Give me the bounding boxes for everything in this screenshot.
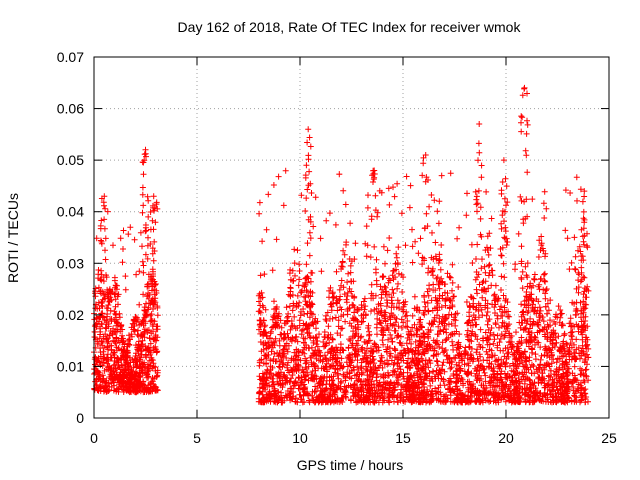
data-points bbox=[91, 84, 592, 406]
y-axis-label: ROTI / TECUs bbox=[5, 193, 21, 283]
y-tick-label: 0.04 bbox=[57, 204, 84, 220]
y-tick-label: 0.03 bbox=[57, 255, 84, 271]
x-tick-labels: 0 5 10 15 20 25 bbox=[90, 430, 617, 446]
x-tick-label: 25 bbox=[601, 430, 617, 446]
x-tick-label: 10 bbox=[292, 430, 308, 446]
x-tick-label: 20 bbox=[498, 430, 514, 446]
x-tick-label: 0 bbox=[90, 430, 98, 446]
roti-point-markers bbox=[91, 84, 592, 406]
axis-ticks bbox=[93, 56, 610, 419]
y-tick-label: 0 bbox=[76, 410, 84, 426]
y-tick-label: 0.06 bbox=[57, 101, 84, 117]
y-tick-labels: 0 0.01 0.02 0.03 0.04 0.05 0.06 0.07 bbox=[57, 49, 84, 426]
y-tick-label: 0.01 bbox=[57, 358, 84, 374]
plot-frame bbox=[93, 56, 610, 419]
x-tick-label: 5 bbox=[193, 430, 201, 446]
chart-title: Day 162 of 2018, Rate Of TEC Index for r… bbox=[178, 19, 522, 35]
y-tick-label: 0.02 bbox=[57, 307, 84, 323]
x-tick-label: 15 bbox=[395, 430, 411, 446]
y-tick-label: 0.05 bbox=[57, 152, 84, 168]
x-axis-label: GPS time / hours bbox=[297, 457, 404, 473]
y-tick-label: 0.07 bbox=[57, 49, 84, 65]
